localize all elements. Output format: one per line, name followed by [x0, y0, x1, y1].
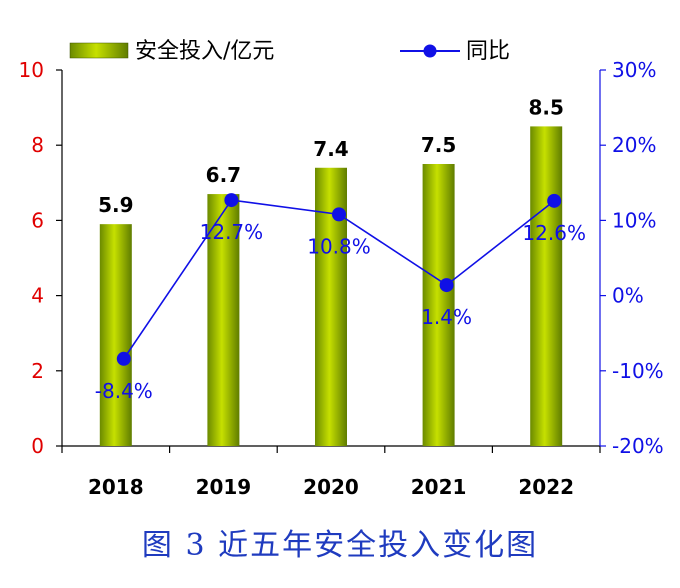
line-data-label: 1.4%	[421, 305, 472, 329]
line-data-label: 12.7%	[200, 220, 264, 244]
line-point	[224, 193, 239, 208]
legend-line-marker	[423, 44, 437, 58]
line-point	[547, 193, 562, 208]
line-data-label: 10.8%	[307, 234, 371, 258]
bar-data-label: 6.7	[206, 163, 241, 187]
bar-data-label: 7.5	[421, 133, 456, 157]
line-point	[439, 278, 454, 293]
bar-data-label: 7.4	[313, 137, 348, 161]
x-tick-label: 2019	[196, 475, 252, 499]
line-point	[332, 207, 346, 222]
y-left-tick-label: 0	[31, 434, 44, 458]
chart: 安全投入/亿元 同比 2018 2019 2020 2021 2022 5.9 6.7 7.…	[19, 39, 664, 499]
bar-data-label: 5.9	[98, 193, 133, 217]
y-left-tick-label: 2	[31, 359, 44, 383]
y-right-tick-label: 10%	[612, 208, 656, 232]
x-tick-label: 2020	[303, 475, 359, 499]
line-data-label: -8.4%	[95, 379, 153, 403]
y-left-tick-label: 4	[31, 284, 44, 308]
figure-caption: 图 3 近五年安全投入变化图	[141, 528, 539, 563]
y-right-tick-label: 30%	[612, 58, 656, 82]
legend-line-label: 同比	[466, 39, 510, 64]
y-right-tick-label: -10%	[612, 359, 664, 383]
y-left-tick-label: 6	[31, 208, 44, 232]
legend: 安全投入/亿元 同比	[69, 39, 510, 64]
bar	[99, 224, 132, 446]
y-left-tick-label: 8	[31, 133, 44, 157]
line-point	[116, 351, 131, 366]
bar	[530, 126, 563, 447]
y-right-tick-label: -20%	[612, 434, 664, 458]
x-tick-label: 2018	[88, 475, 144, 499]
y-right-tick-label: 0%	[612, 284, 644, 308]
y-left-tick-label: 10	[19, 58, 44, 82]
x-tick-label: 2022	[518, 475, 574, 499]
legend-bar-swatch	[69, 42, 129, 59]
y-right-tick-label: 20%	[612, 133, 656, 157]
legend-bar-label: 安全投入/亿元	[135, 39, 274, 64]
bar-data-label: 8.5	[528, 95, 563, 119]
bar	[207, 194, 240, 446]
line-data-label: 12.6%	[522, 221, 586, 245]
x-tick-label: 2021	[411, 475, 467, 499]
bar	[422, 164, 455, 446]
